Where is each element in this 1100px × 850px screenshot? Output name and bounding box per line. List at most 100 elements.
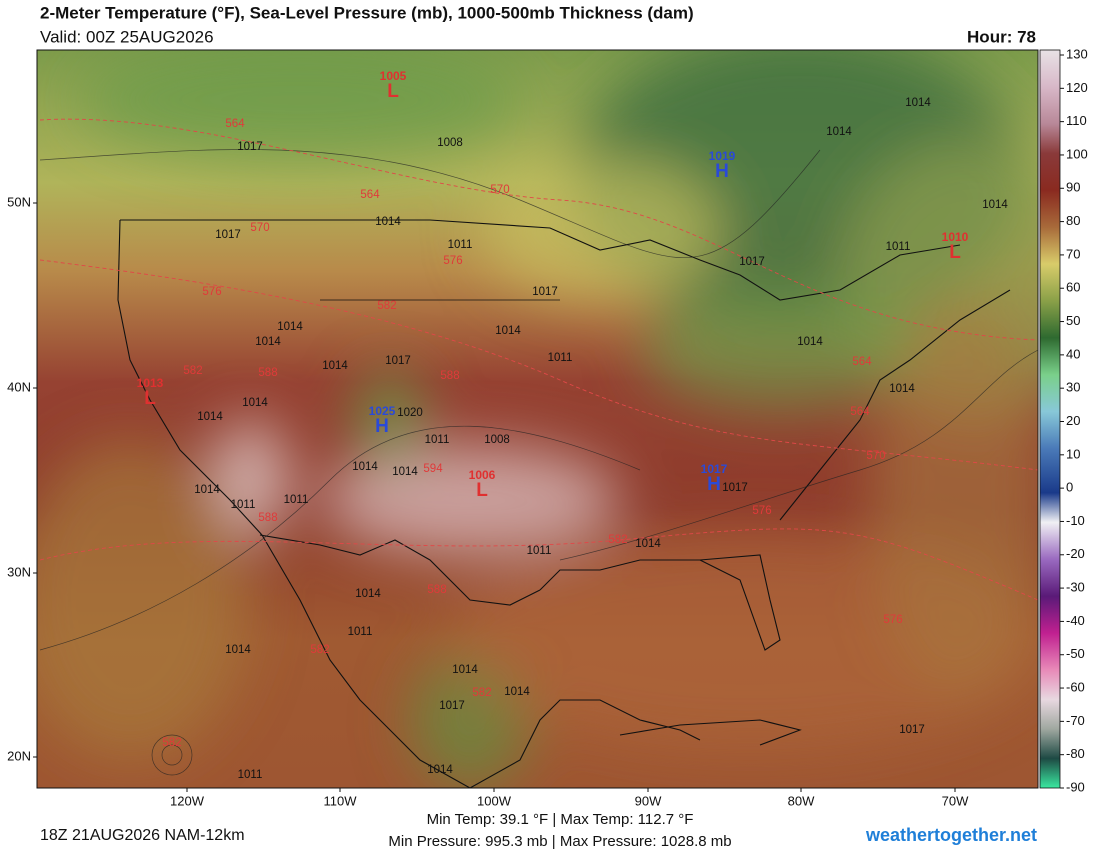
border <box>259 534 541 606</box>
colorbar-tick-label: -30 <box>1066 580 1085 595</box>
center-symbol: H <box>715 161 729 182</box>
isobar-label: 1011 <box>548 352 573 364</box>
thickness-label: 594 <box>423 463 443 475</box>
center-value: 1017 <box>701 462 728 476</box>
center-symbol: L <box>949 242 961 263</box>
hot-region <box>210 420 290 540</box>
colorbar-tick-label: 80 <box>1066 213 1080 228</box>
thickness-label: 564 <box>360 189 380 201</box>
isobar-label: 1014 <box>242 397 268 409</box>
thickness-label: 588 <box>258 512 277 524</box>
isobar-label: 1011 <box>886 241 911 253</box>
lat-label: 30N <box>7 564 31 579</box>
center-symbol: H <box>375 416 389 437</box>
colorbar-tick-label: 50 <box>1066 313 1080 328</box>
center-symbol: L <box>476 480 488 501</box>
isobar <box>39 425 641 651</box>
isobar-label: 1014 <box>197 411 223 423</box>
thickness-label: 570 <box>250 222 269 234</box>
ocean-region <box>37 440 250 760</box>
temperature-range: Min Temp: 39.1 °F | Max Temp: 112.7 °F <box>427 811 694 828</box>
center-value: 1019 <box>709 149 736 163</box>
center-value: 1006 <box>469 468 496 482</box>
colorbar-tick-label: -10 <box>1066 513 1085 528</box>
isobar-label: 1011 <box>238 769 263 781</box>
colorbar-tick-label: -20 <box>1066 546 1085 561</box>
colorbar-tick-label: 40 <box>1066 346 1080 361</box>
colorbar-tick-label: 70 <box>1066 246 1080 261</box>
colorbar-tick-label: -50 <box>1066 646 1085 661</box>
center-value: 1013 <box>137 376 164 390</box>
isobar-label: 1014 <box>889 383 915 395</box>
isobar-label: 1014 <box>982 199 1008 211</box>
isobar-label: 1017 <box>215 229 241 241</box>
isobar-label: 1008 <box>437 137 463 149</box>
thickness-line <box>39 259 1038 471</box>
colorbar-tick-label: 90 <box>1066 180 1080 195</box>
thickness-label: 588 <box>427 584 446 596</box>
site-link[interactable]: weathertogether.net <box>865 825 1037 845</box>
cool-region <box>355 370 425 470</box>
thickness-label: 570 <box>490 184 509 196</box>
isobar-label: 1014 <box>797 336 823 348</box>
mild-region <box>480 160 720 300</box>
thickness-line <box>39 528 1038 601</box>
thickness-label: 576 <box>883 614 902 626</box>
colorbar-tick-label: 20 <box>1066 413 1080 428</box>
lon-label: 80W <box>788 793 815 808</box>
center-value: 1025 <box>369 404 396 418</box>
isobar-label: 1011 <box>284 494 309 506</box>
colorbar-tick-label: 100 <box>1066 146 1088 161</box>
thickness-label: 564 <box>850 406 870 418</box>
center-symbol: L <box>144 388 156 409</box>
hot-region <box>320 445 620 555</box>
colorbar-ticks: 1301201101009080706050403020100-10-20-30… <box>1060 46 1088 794</box>
lon-label: 90W <box>635 793 662 808</box>
cool-region <box>80 50 520 160</box>
thickness-label: 582 <box>608 534 627 546</box>
isobar-label: 1011 <box>425 434 450 446</box>
isobar-label: 1014 <box>375 216 401 228</box>
center-value: 1010 <box>942 230 969 244</box>
colorbar-tick-label: 130 <box>1066 46 1088 61</box>
center-value: 1005 <box>380 69 407 83</box>
thickness-label: 576 <box>202 286 221 298</box>
isobar-label: 1014 <box>194 484 220 496</box>
colorbar-tick-label: 30 <box>1066 380 1080 395</box>
isobar-label: 1017 <box>237 141 263 153</box>
colorbar <box>1039 49 1061 789</box>
field-shading <box>37 50 1038 788</box>
isobar-label: 1014 <box>255 336 281 348</box>
center-symbol: L <box>387 81 399 102</box>
colorbar-tick-label: -60 <box>1066 679 1085 694</box>
map-frame <box>36 49 1039 789</box>
lon-label: 120W <box>170 793 205 808</box>
pressure-range: Min Pressure: 995.3 mb | Max Pressure: 1… <box>388 833 731 850</box>
lon-label: 70W <box>942 793 969 808</box>
isobar-label: 1017 <box>385 355 411 367</box>
isobar-label: 1017 <box>739 256 765 268</box>
coastline <box>469 699 701 788</box>
isobar-label: 1017 <box>532 286 558 298</box>
thickness-label: 564 <box>225 118 245 130</box>
isobars <box>39 149 1038 776</box>
map-field: 1017 1008 1014 1017 1011 1017 1014 1014 1014 1011… <box>37 50 1038 788</box>
longitude-labels: 120W 110W 100W 90W 80W 70W <box>170 788 969 808</box>
coastline <box>117 219 263 536</box>
isobar-label: 1014 <box>826 126 852 138</box>
boundaries <box>117 219 1011 788</box>
colorbar-tick-label: 10 <box>1066 446 1080 461</box>
map-labels: 1017 1008 1014 1017 1011 1017 1014 1014 1014 1011… <box>137 69 1009 781</box>
valid-time: Valid: 00Z 25AUG2026 <box>40 27 214 46</box>
isobar <box>39 149 821 259</box>
thickness-lines <box>39 118 1038 601</box>
lat-label: 40N <box>7 379 31 394</box>
isobar-label: 1011 <box>448 239 473 251</box>
colorbar-tick-label: 110 <box>1066 113 1087 128</box>
colorbar-tick-label: 120 <box>1066 80 1088 95</box>
isobar <box>161 744 183 766</box>
thickness-label: 582 <box>377 300 396 312</box>
colorbar-tick-label: -80 <box>1066 746 1085 761</box>
isobar <box>151 734 193 776</box>
isobar-label: 1014 <box>452 664 478 676</box>
